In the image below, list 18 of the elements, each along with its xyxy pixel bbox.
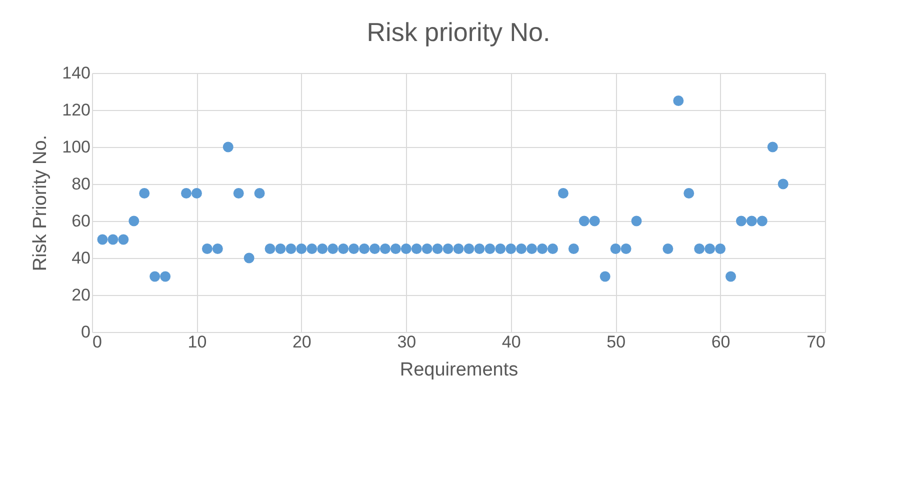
y-tick-label: 120	[62, 100, 90, 120]
x-tick-label: 0	[92, 332, 102, 352]
x-tick-label: 70	[806, 332, 826, 352]
chart-title: Risk priority No.	[366, 17, 550, 47]
y-tick-label: 80	[72, 174, 90, 194]
x-axis-title: Requirements	[400, 360, 518, 380]
y-tick-label: 20	[72, 286, 90, 304]
y-tick-label: 100	[62, 138, 90, 156]
y-axis-title: Risk Priority No.	[30, 134, 52, 272]
x-tick-label: 30	[397, 332, 416, 352]
x-tick-label: 40	[502, 332, 521, 352]
x-tick-label: 60	[711, 332, 730, 352]
x-tick-label: 50	[606, 332, 626, 352]
y-tick-label: 60	[72, 212, 90, 230]
x-tick-label: 10	[188, 332, 207, 352]
y-tick-label: 40	[72, 248, 90, 268]
x-tick-label: 20	[292, 332, 312, 352]
y-tick-label: 140	[62, 64, 90, 82]
